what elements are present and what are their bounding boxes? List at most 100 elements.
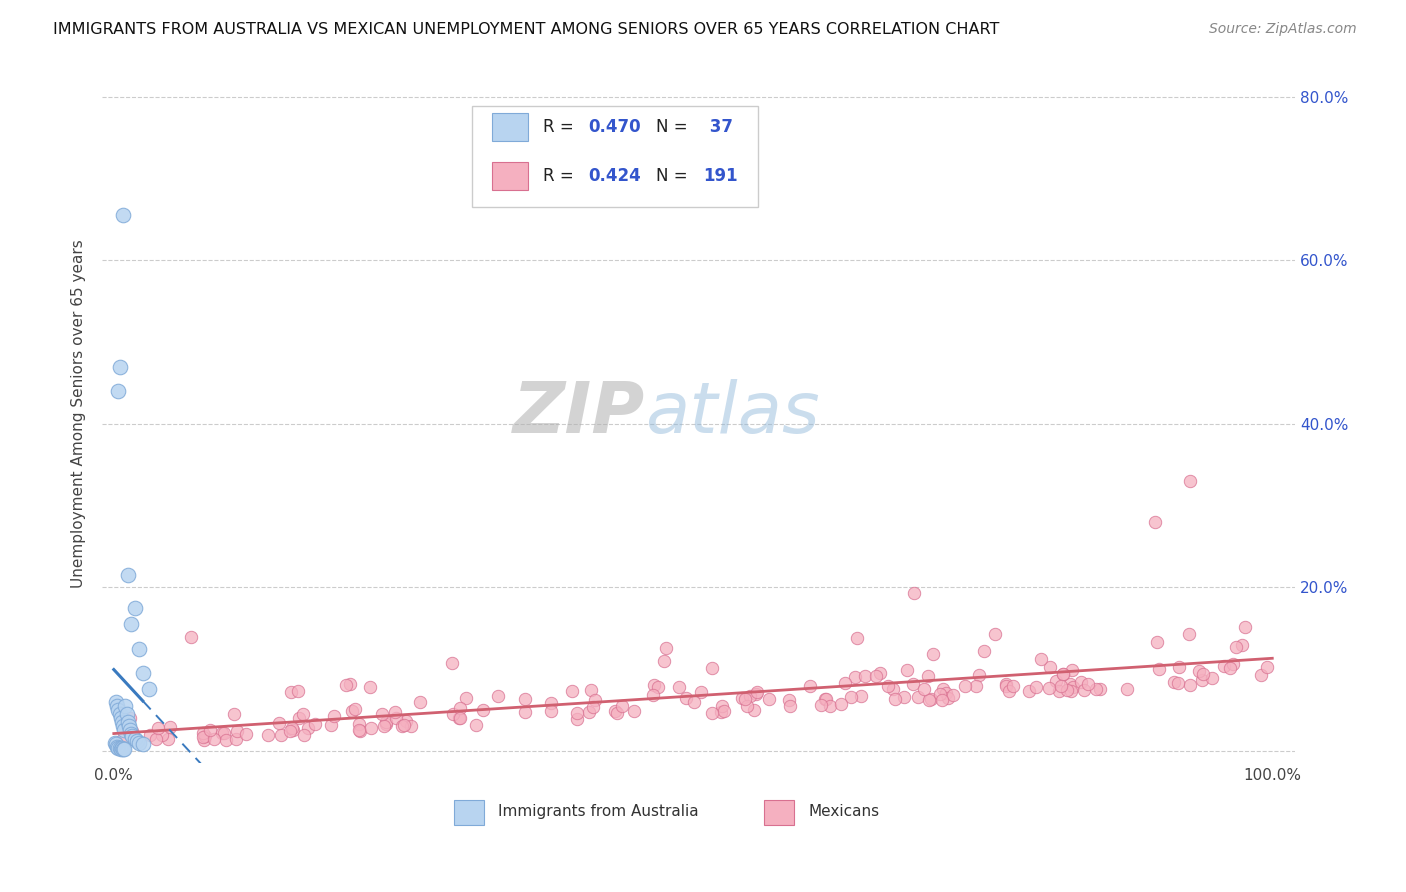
Point [1025, 680, 1047, 694]
FancyBboxPatch shape [492, 113, 529, 141]
Point [349, 723, 371, 738]
Point [735, 698, 758, 713]
Point [893, 690, 915, 704]
Point [371, 706, 394, 721]
Point [994, 679, 1017, 693]
Point [561, 684, 583, 698]
Point [643, 688, 665, 702]
Point [1219, 660, 1241, 674]
Point [612, 698, 634, 713]
FancyBboxPatch shape [472, 106, 758, 207]
Text: Mexicans: Mexicans [808, 805, 880, 820]
Point [935, 686, 957, 700]
Point [839, 690, 862, 705]
Point [1233, 620, 1256, 634]
Point [779, 698, 801, 713]
Point [1143, 515, 1166, 529]
Point [652, 653, 675, 667]
Point [395, 714, 418, 729]
Point [778, 693, 800, 707]
Point [375, 716, 398, 731]
Point [409, 695, 432, 709]
Point [1192, 666, 1215, 681]
Point [117, 568, 139, 582]
Point [292, 728, 315, 742]
Point [643, 678, 665, 692]
FancyBboxPatch shape [454, 800, 484, 824]
Point [965, 679, 987, 693]
Point [1062, 680, 1084, 694]
Point [486, 689, 509, 703]
Point [107, 384, 129, 398]
Point [896, 663, 918, 677]
Point [257, 728, 280, 742]
Point [128, 736, 150, 750]
Point [745, 685, 768, 699]
Point [1056, 683, 1078, 698]
Text: ZIP: ZIP [513, 379, 645, 448]
Point [917, 692, 939, 706]
Point [138, 682, 160, 697]
Point [114, 698, 136, 713]
Point [297, 721, 319, 735]
Point [150, 728, 173, 742]
Point [193, 733, 215, 747]
Point [1178, 474, 1201, 488]
Point [849, 690, 872, 704]
Y-axis label: Unemployment Among Seniors over 65 years: Unemployment Among Seniors over 65 years [72, 239, 86, 588]
Point [605, 704, 627, 718]
Point [121, 729, 143, 743]
Point [211, 726, 233, 740]
Point [1191, 673, 1213, 687]
Point [973, 644, 995, 658]
Point [1230, 638, 1253, 652]
Point [731, 691, 754, 706]
Point [132, 737, 155, 751]
Point [120, 617, 142, 632]
Point [212, 725, 235, 739]
Point [343, 702, 366, 716]
Text: atlas: atlas [645, 379, 820, 448]
Point [105, 737, 128, 751]
Point [280, 685, 302, 699]
Point [465, 718, 488, 732]
Point [799, 679, 821, 693]
Point [513, 706, 536, 720]
Point [1052, 667, 1074, 681]
Point [1073, 683, 1095, 698]
Point [340, 704, 363, 718]
Point [145, 732, 167, 747]
Point [110, 742, 132, 756]
Point [347, 716, 370, 731]
Point [846, 631, 869, 645]
Point [1250, 668, 1272, 682]
Point [1039, 660, 1062, 674]
Point [373, 719, 395, 733]
Point [105, 698, 128, 713]
Point [903, 586, 925, 600]
Point [441, 706, 464, 721]
Point [111, 741, 134, 756]
Point [1077, 676, 1099, 690]
Point [942, 688, 965, 702]
Point [1018, 683, 1040, 698]
Point [984, 627, 1007, 641]
Point [347, 723, 370, 737]
Point [111, 733, 134, 747]
Point [668, 680, 690, 694]
Point [270, 728, 292, 742]
Point [222, 706, 245, 721]
Point [180, 630, 202, 644]
Point [931, 693, 953, 707]
Point [112, 742, 135, 756]
Point [540, 696, 562, 710]
Point [269, 716, 291, 731]
Point [1163, 674, 1185, 689]
Point [1060, 664, 1083, 678]
Point [1002, 680, 1025, 694]
Point [912, 681, 935, 696]
Point [335, 677, 357, 691]
Text: 0.424: 0.424 [588, 167, 641, 185]
Point [304, 717, 326, 731]
Point [112, 719, 135, 733]
